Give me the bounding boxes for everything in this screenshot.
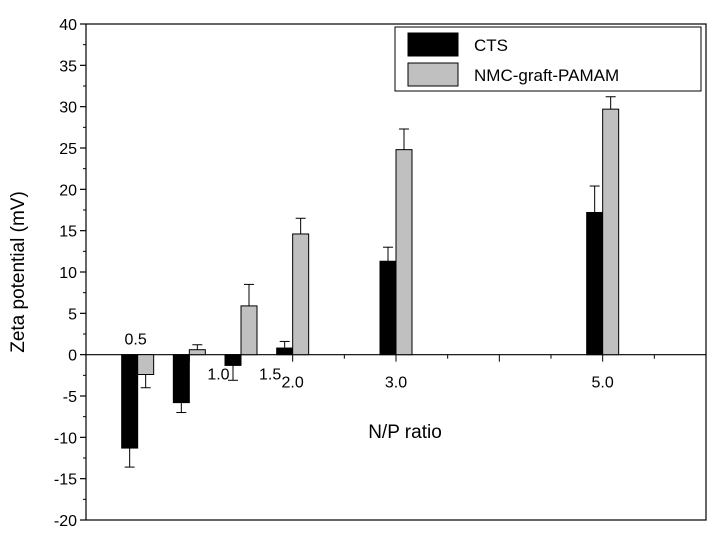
legend-swatch-cts [407,32,459,57]
bar-cts-1.5 [224,354,242,366]
y-tick-label: 20 [59,182,77,199]
legend-swatch-nmc-graft-pamam [407,62,459,87]
category-label-1.0: 1.0 [207,367,229,384]
bar-cts-5.0 [586,211,604,356]
y-tick-label: 5 [68,306,77,323]
category-label-3.0: 3.0 [385,375,407,392]
bar-nmc-5.0 [602,108,620,356]
bar-nmc-1.0 [188,349,206,356]
category-label-5.0: 5.0 [592,375,614,392]
y-tick-label: 15 [59,224,77,241]
category-label-2.0: 2.0 [282,375,304,392]
legend-label-cts: CTS [474,36,508,55]
error-bars-group [124,96,616,468]
y-tick-label: 40 [59,17,77,34]
y-tick-label: 30 [59,100,77,117]
bar-nmc-3.0 [395,149,413,356]
bar-nmc-2.0 [292,233,310,356]
bar-cts-3.0 [379,260,397,356]
y-tick-label: 35 [59,58,77,75]
y-tick-label: -20 [54,513,77,530]
y-tick-label: 25 [59,141,77,158]
bar-cts-2.0 [276,347,294,356]
bar-nmc-0.5 [137,354,155,376]
bar-cts-1.0 [172,354,190,404]
x-axis-ticks [137,354,655,362]
y-tick-label: -15 [54,472,77,489]
bars-group [121,108,620,449]
category-labels: 0.5 1.0 1.5 2.0 3.0 5.0 [125,332,614,392]
y-axis-ticks: -20 -15 -10 -5 0 5 10 15 20 25 30 35 40 [54,17,86,530]
bar-nmc-1.5 [240,305,258,356]
legend-label-nmc-graft-pamam: NMC-graft-PAMAM [474,66,619,85]
bar-cts-0.5 [121,354,139,449]
x-axis-title: N/P ratio [368,422,442,443]
y-tick-label: -5 [63,389,77,406]
y-tick-label: -10 [54,430,77,447]
y-axis-title: Zeta potential (mV) [8,191,29,353]
legend: CTS NMC-graft-PAMAM [394,26,702,92]
y-tick-label: 10 [59,265,77,282]
category-label-0.5: 0.5 [125,332,147,349]
category-label-1.5: 1.5 [259,367,281,384]
y-tick-label: 0 [68,348,77,365]
